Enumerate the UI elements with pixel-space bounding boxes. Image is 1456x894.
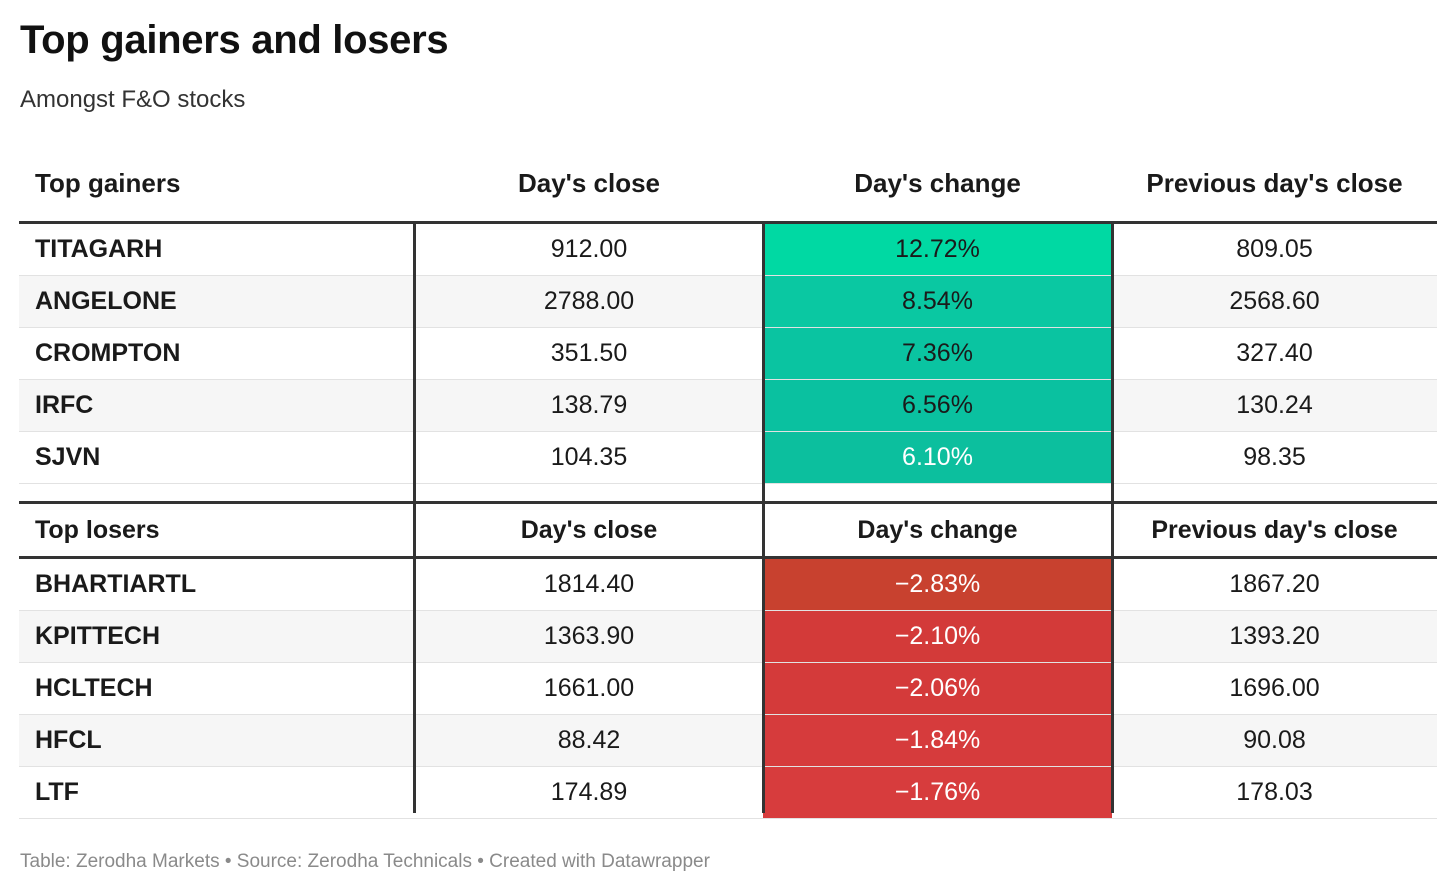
symbol-cell: HFCL: [35, 726, 102, 754]
header-days-close: Day's close: [520, 515, 658, 544]
header-top-gainers: Top gainers: [35, 167, 181, 198]
header-days-change: Day's change: [857, 515, 1018, 544]
gainers-body: TITAGARH 912.00 12.72% 809.05 ANGELONE 2788.0…: [19, 224, 1437, 484]
close-cell: 104.35: [550, 443, 628, 471]
header-previous-close: Previous day's close: [1151, 515, 1398, 544]
close-cell: 174.89: [550, 778, 628, 806]
close-cell: 351.50: [550, 339, 628, 367]
change-cell: 6.56%: [763, 380, 1112, 431]
change-cell: −2.10%: [763, 611, 1112, 662]
prev-close-cell: 90.08: [1243, 726, 1306, 754]
losers-body: BHARTIARTL 1814.40 −2.83% 1867.20 KPITTECH 13…: [19, 559, 1437, 819]
header-days-close: Day's close: [517, 167, 661, 198]
close-cell: 1363.90: [543, 622, 635, 650]
gainer-row: CROMPTON 351.50 7.36% 327.40: [19, 328, 1437, 380]
close-cell: 1661.00: [543, 674, 635, 702]
change-cell: 7.36%: [763, 328, 1112, 379]
prev-close-cell: 1696.00: [1229, 674, 1320, 702]
change-cell: −1.84%: [763, 715, 1112, 766]
gainer-row: SJVN 104.35 6.10% 98.35: [19, 432, 1437, 484]
column-divider: [762, 221, 765, 813]
column-divider: [413, 221, 416, 813]
close-cell: 88.42: [557, 726, 621, 754]
close-cell: 2788.00: [543, 287, 635, 315]
prev-close-cell: 327.40: [1236, 339, 1313, 367]
gainer-row: IRFC 138.79 6.56% 130.24: [19, 380, 1437, 432]
symbol-cell: HCLTECH: [35, 674, 153, 702]
symbol-cell: KPITTECH: [35, 622, 160, 650]
footer-credit: Table: Zerodha Markets • Source: Zerodha…: [20, 851, 710, 872]
change-cell: 8.54%: [763, 276, 1112, 327]
gainer-row: ANGELONE 2788.00 8.54% 2568.60: [19, 276, 1437, 328]
close-cell: 912.00: [550, 235, 628, 263]
change-cell: −1.76%: [763, 767, 1112, 818]
page-subtitle: Amongst F&O stocks: [20, 86, 246, 113]
loser-row: LTF 174.89 −1.76% 178.03: [19, 767, 1437, 819]
loser-row: HCLTECH 1661.00 −2.06% 1696.00: [19, 663, 1437, 715]
change-cell: −2.06%: [763, 663, 1112, 714]
symbol-cell: IRFC: [35, 391, 94, 419]
loser-row: BHARTIARTL 1814.40 −2.83% 1867.20: [19, 559, 1437, 611]
prev-close-cell: 809.05: [1236, 235, 1313, 263]
prev-close-cell: 1393.20: [1229, 622, 1320, 650]
prev-close-cell: 178.03: [1236, 778, 1313, 806]
page-title: Top gainers and losers: [20, 18, 449, 62]
symbol-cell: BHARTIARTL: [35, 570, 197, 598]
symbol-cell: CROMPTON: [35, 339, 181, 367]
prev-close-cell: 130.24: [1236, 391, 1313, 419]
header-top-losers: Top losers: [35, 515, 160, 544]
symbol-cell: LTF: [35, 778, 79, 806]
symbol-cell: SJVN: [35, 443, 101, 471]
close-cell: 1814.40: [543, 570, 635, 598]
change-cell: 6.10%: [763, 432, 1112, 483]
losers-table: Top losers Day's close Day's change Prev…: [19, 501, 1437, 819]
symbol-cell: ANGELONE: [35, 287, 177, 315]
losers-header-row: Top losers Day's close Day's change Prev…: [19, 501, 1437, 559]
loser-row: KPITTECH 1363.90 −2.10% 1393.20: [19, 611, 1437, 663]
prev-close-cell: 98.35: [1243, 443, 1306, 471]
column-divider: [1111, 221, 1114, 813]
change-cell: −2.83%: [763, 559, 1112, 610]
loser-row: HFCL 88.42 −1.84% 90.08: [19, 715, 1437, 767]
change-cell: 12.72%: [763, 224, 1112, 275]
header-days-change: Day's change: [854, 167, 1021, 198]
prev-close-cell: 1867.20: [1229, 570, 1320, 598]
symbol-cell: TITAGARH: [35, 235, 163, 263]
header-previous-close: Previous day's close: [1146, 167, 1403, 198]
prev-close-cell: 2568.60: [1229, 287, 1320, 315]
gainer-row: TITAGARH 912.00 12.72% 809.05: [19, 224, 1437, 276]
gainers-table: Top gainers Day's close Day's change Pre…: [19, 145, 1437, 504]
gainers-header-row: Top gainers Day's close Day's change Pre…: [19, 145, 1437, 224]
close-cell: 138.79: [550, 391, 628, 419]
